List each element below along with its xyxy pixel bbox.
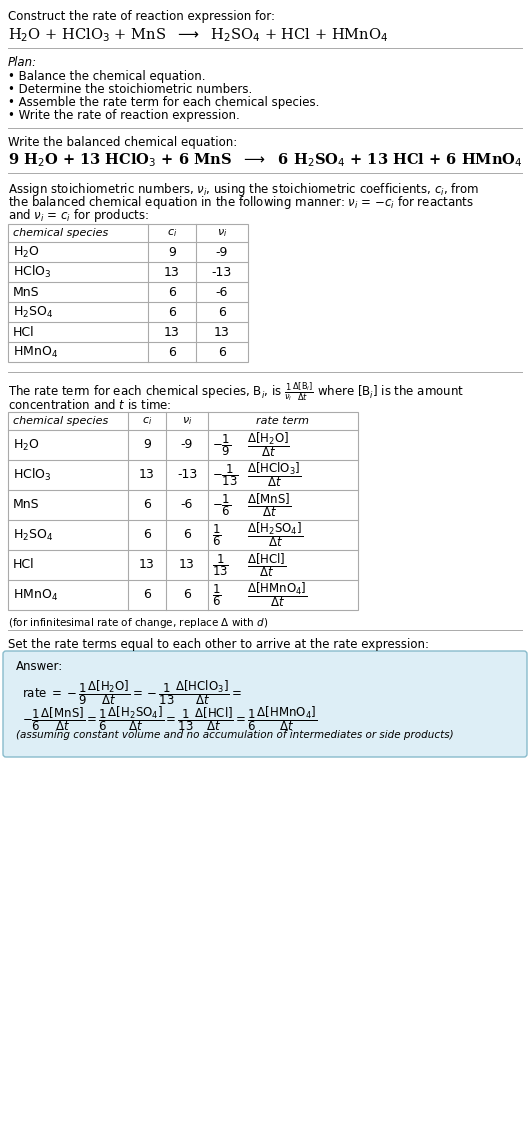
Text: HMnO$_4$: HMnO$_4$: [13, 344, 58, 360]
Text: $\dfrac{1}{6}$: $\dfrac{1}{6}$: [212, 523, 222, 548]
Text: -13: -13: [212, 266, 232, 278]
Text: $\dfrac{\Delta[\mathrm{HClO_3}]}{\Delta t}$: $\dfrac{\Delta[\mathrm{HClO_3}]}{\Delta …: [247, 460, 302, 490]
Bar: [8, 412, 358, 610]
Text: $\dfrac{1}{6}$: $\dfrac{1}{6}$: [212, 582, 222, 608]
Text: $\dfrac{1}{13}$: $\dfrac{1}{13}$: [212, 552, 229, 578]
Text: $-\dfrac{1}{6}\dfrac{\Delta[\mathrm{MnS}]}{\Delta t} = \dfrac{1}{6}\dfrac{\Delta: $-\dfrac{1}{6}\dfrac{\Delta[\mathrm{MnS}…: [22, 704, 317, 733]
Text: $-\dfrac{1}{9}$: $-\dfrac{1}{9}$: [212, 432, 231, 458]
Text: -6: -6: [216, 285, 228, 299]
Text: HCl: HCl: [13, 326, 34, 339]
Text: $\dfrac{\Delta[\mathrm{H_2O}]}{\Delta t}$: $\dfrac{\Delta[\mathrm{H_2O}]}{\Delta t}…: [247, 431, 290, 459]
Text: and $\nu_i$ = $c_i$ for products:: and $\nu_i$ = $c_i$ for products:: [8, 207, 149, 224]
Text: rate term: rate term: [257, 416, 310, 426]
Text: 13: 13: [214, 326, 230, 339]
Text: 6: 6: [218, 345, 226, 359]
Text: 6: 6: [168, 345, 176, 359]
Text: HMnO$_4$: HMnO$_4$: [13, 587, 58, 602]
Text: H$_2$O: H$_2$O: [13, 437, 40, 452]
Text: $-\dfrac{1}{13}$: $-\dfrac{1}{13}$: [212, 462, 239, 487]
Text: The rate term for each chemical species, B$_i$, is $\frac{1}{\nu_i}\frac{\Delta[: The rate term for each chemical species,…: [8, 381, 464, 402]
Text: Assign stoichiometric numbers, $\nu_i$, using the stoichiometric coefficients, $: Assign stoichiometric numbers, $\nu_i$, …: [8, 181, 479, 198]
Text: 13: 13: [139, 559, 155, 571]
Text: 9: 9: [143, 438, 151, 451]
Text: rate $= -\dfrac{1}{9}\dfrac{\Delta[\mathrm{H_2O}]}{\Delta t} = -\dfrac{1}{13}\df: rate $= -\dfrac{1}{9}\dfrac{\Delta[\math…: [22, 678, 242, 707]
Text: HClO$_3$: HClO$_3$: [13, 467, 51, 483]
Text: 6: 6: [168, 285, 176, 299]
Text: $\dfrac{\Delta[\mathrm{HMnO_4}]}{\Delta t}$: $\dfrac{\Delta[\mathrm{HMnO_4}]}{\Delta …: [247, 580, 307, 609]
Text: 13: 13: [139, 468, 155, 482]
Text: Write the balanced chemical equation:: Write the balanced chemical equation:: [8, 136, 237, 149]
Text: 13: 13: [164, 326, 180, 339]
Text: chemical species: chemical species: [13, 416, 108, 426]
Text: H$_2$O + HClO$_3$ + MnS  $\longrightarrow$  H$_2$SO$_4$ + HCl + HMnO$_4$: H$_2$O + HClO$_3$ + MnS $\longrightarrow…: [8, 26, 388, 43]
Text: -6: -6: [181, 499, 193, 511]
Text: • Write the rate of reaction expression.: • Write the rate of reaction expression.: [8, 109, 240, 122]
Text: 6: 6: [168, 306, 176, 318]
Text: Answer:: Answer:: [16, 660, 63, 673]
Text: Plan:: Plan:: [8, 56, 37, 69]
Text: H$_2$SO$_4$: H$_2$SO$_4$: [13, 527, 54, 543]
Text: (assuming constant volume and no accumulation of intermediates or side products): (assuming constant volume and no accumul…: [16, 730, 454, 740]
Text: $\nu_i$: $\nu_i$: [182, 415, 192, 427]
Text: 6: 6: [183, 528, 191, 542]
Text: $-\dfrac{1}{6}$: $-\dfrac{1}{6}$: [212, 492, 231, 518]
Text: • Balance the chemical equation.: • Balance the chemical equation.: [8, 70, 206, 83]
Text: H$_2$SO$_4$: H$_2$SO$_4$: [13, 304, 54, 319]
Text: $\dfrac{\Delta[\mathrm{HCl}]}{\Delta t}$: $\dfrac{\Delta[\mathrm{HCl}]}{\Delta t}$: [247, 551, 287, 579]
Text: 9 H$_2$O + 13 HClO$_3$ + 6 MnS  $\longrightarrow$  6 H$_2$SO$_4$ + 13 HCl + 6 HM: 9 H$_2$O + 13 HClO$_3$ + 6 MnS $\longrig…: [8, 151, 523, 169]
Text: 6: 6: [218, 306, 226, 318]
Text: H$_2$O: H$_2$O: [13, 244, 40, 259]
Text: 6: 6: [143, 528, 151, 542]
Text: 6: 6: [183, 588, 191, 601]
Text: $c_i$: $c_i$: [167, 227, 177, 239]
Text: 13: 13: [164, 266, 180, 278]
Text: 9: 9: [168, 245, 176, 259]
FancyBboxPatch shape: [3, 651, 527, 757]
Text: HCl: HCl: [13, 559, 34, 571]
Text: Construct the rate of reaction expression for:: Construct the rate of reaction expressio…: [8, 10, 275, 23]
Text: -9: -9: [181, 438, 193, 451]
Text: 6: 6: [143, 499, 151, 511]
Text: $\nu_i$: $\nu_i$: [217, 227, 227, 239]
Text: • Assemble the rate term for each chemical species.: • Assemble the rate term for each chemic…: [8, 97, 320, 109]
Text: $\dfrac{\Delta[\mathrm{MnS}]}{\Delta t}$: $\dfrac{\Delta[\mathrm{MnS}]}{\Delta t}$: [247, 491, 292, 519]
Text: concentration and $t$ is time:: concentration and $t$ is time:: [8, 398, 172, 412]
Text: 6: 6: [143, 588, 151, 601]
Text: 13: 13: [179, 559, 195, 571]
Text: Set the rate terms equal to each other to arrive at the rate expression:: Set the rate terms equal to each other t…: [8, 638, 429, 651]
Text: -13: -13: [177, 468, 197, 482]
Text: MnS: MnS: [13, 499, 40, 511]
Text: HClO$_3$: HClO$_3$: [13, 264, 51, 281]
Text: MnS: MnS: [13, 285, 40, 299]
Text: • Determine the stoichiometric numbers.: • Determine the stoichiometric numbers.: [8, 83, 252, 97]
Bar: [8, 224, 248, 362]
Text: (for infinitesimal rate of change, replace $\Delta$ with $d$): (for infinitesimal rate of change, repla…: [8, 616, 268, 630]
Text: the balanced chemical equation in the following manner: $\nu_i$ = $-c_i$ for rea: the balanced chemical equation in the fo…: [8, 194, 474, 211]
Text: chemical species: chemical species: [13, 228, 108, 239]
Text: $c_i$: $c_i$: [142, 415, 152, 427]
Text: -9: -9: [216, 245, 228, 259]
Text: $\dfrac{\Delta[\mathrm{H_2SO_4}]}{\Delta t}$: $\dfrac{\Delta[\mathrm{H_2SO_4}]}{\Delta…: [247, 520, 303, 550]
